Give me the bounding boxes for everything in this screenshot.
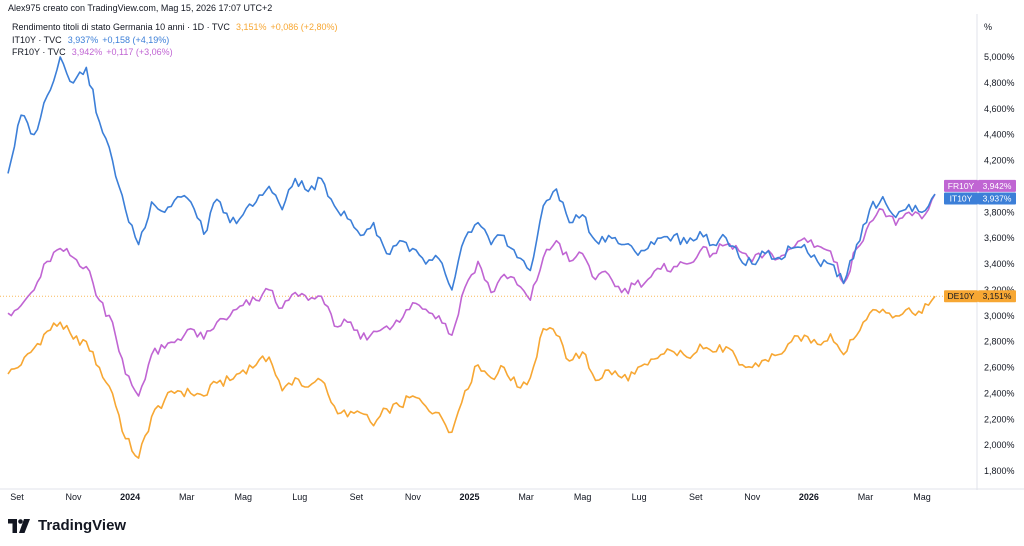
x-tick-label: Nov: [405, 492, 422, 502]
x-tick-label: Mag: [913, 492, 931, 502]
x-tick-label: Mag: [234, 492, 252, 502]
legend-value-fr10y: 3,942%: [71, 47, 103, 57]
series-line-fr10y[interactable]: [7, 193, 936, 397]
y-tick-label: 3,600%: [984, 233, 1015, 243]
x-tick-label: Mar: [858, 492, 874, 502]
price-tag-value-bg: [978, 192, 1016, 205]
y-tick-label: 2,600%: [984, 363, 1015, 373]
price-tag-value: 3,151%: [983, 291, 1012, 301]
chart-legend: Rendimento titoli di stato Germania 10 a…: [12, 21, 338, 59]
legend-value-it10y: 3,937%: [67, 34, 99, 45]
legend-label-fr10y: FR10Y · TVC: [12, 47, 66, 57]
x-tick-label: Mag: [574, 492, 592, 502]
legend-change-it10y: +0,158 (+4,19%): [102, 34, 170, 45]
price-tag-value-bg: [978, 290, 1016, 303]
chart-credit: Alex975 creato con TradingView.com, Mag …: [8, 3, 273, 13]
y-tick-label: 1,800%: [984, 466, 1015, 476]
price-tag-name-bg: [944, 179, 978, 192]
y-tick-label: 4,400%: [984, 130, 1015, 140]
x-tick-label: Set: [689, 492, 703, 502]
y-tick-label: 2,000%: [984, 440, 1015, 450]
x-tick-label: Lug: [292, 492, 307, 502]
y-tick-label: 4,200%: [984, 156, 1015, 166]
x-tick-label: 2026: [799, 492, 819, 502]
price-tag-name: IT10Y: [950, 194, 973, 204]
x-tick-label: Mar: [518, 492, 534, 502]
tradingview-logo-icon: [8, 518, 30, 533]
x-tick-label: Nov: [744, 492, 761, 502]
series-line-de10y[interactable]: [7, 295, 936, 459]
price-tag-name: DE10Y: [948, 291, 975, 301]
legend-label-it10y: IT10Y · TVC: [12, 34, 62, 45]
y-tick-label: 4,800%: [984, 78, 1015, 88]
x-tick-label: 2025: [459, 492, 479, 502]
x-tick-label: Set: [10, 492, 24, 502]
legend-change-de10y: +0,086 (+2,80%): [270, 22, 338, 32]
y-axis-unit: %: [984, 22, 992, 32]
legend-value-de10y: 3,151%: [235, 22, 267, 32]
price-tag-value-bg: [978, 179, 1016, 192]
y-tick-label: 2,800%: [984, 337, 1015, 347]
x-tick-label: Mar: [179, 492, 195, 502]
y-tick-label: 2,400%: [984, 388, 1015, 398]
price-tag-name-bg: [944, 192, 978, 205]
y-tick-label: 4,600%: [984, 104, 1015, 114]
brand: TradingView: [8, 517, 126, 534]
y-tick-label: 3,800%: [984, 207, 1015, 217]
series-line-it10y[interactable]: [7, 56, 936, 291]
x-tick-label: Nov: [66, 492, 83, 502]
price-tag-name: FR10Y: [948, 181, 975, 191]
x-tick-label: Lug: [632, 492, 647, 502]
x-tick-label: 2024: [120, 492, 140, 502]
price-tag-name-bg: [944, 290, 978, 303]
legend-label-de10y: Rendimento titoli di stato Germania 10 a…: [12, 22, 230, 32]
price-tag-value: 3,937%: [983, 194, 1012, 204]
y-tick-label: 5,000%: [984, 52, 1015, 62]
y-tick-label: 3,200%: [984, 285, 1015, 295]
y-tick-label: 3,000%: [984, 311, 1015, 321]
y-tick-label: 2,200%: [984, 414, 1015, 424]
x-tick-label: Set: [350, 492, 364, 502]
price-tag-value: 3,942%: [983, 181, 1012, 191]
legend-row-it10y[interactable]: IT10Y · TVC 3,937% +0,158 (+4,19%): [12, 34, 338, 47]
legend-row-de10y[interactable]: Rendimento titoli di stato Germania 10 a…: [12, 21, 338, 34]
y-tick-label: 3,400%: [984, 259, 1015, 269]
legend-row-fr10y[interactable]: FR10Y · TVC 3,942% +0,117 (+3,06%): [12, 46, 338, 59]
brand-name: TradingView: [38, 517, 127, 534]
legend-change-fr10y: +0,117 (+3,06%): [106, 47, 173, 57]
